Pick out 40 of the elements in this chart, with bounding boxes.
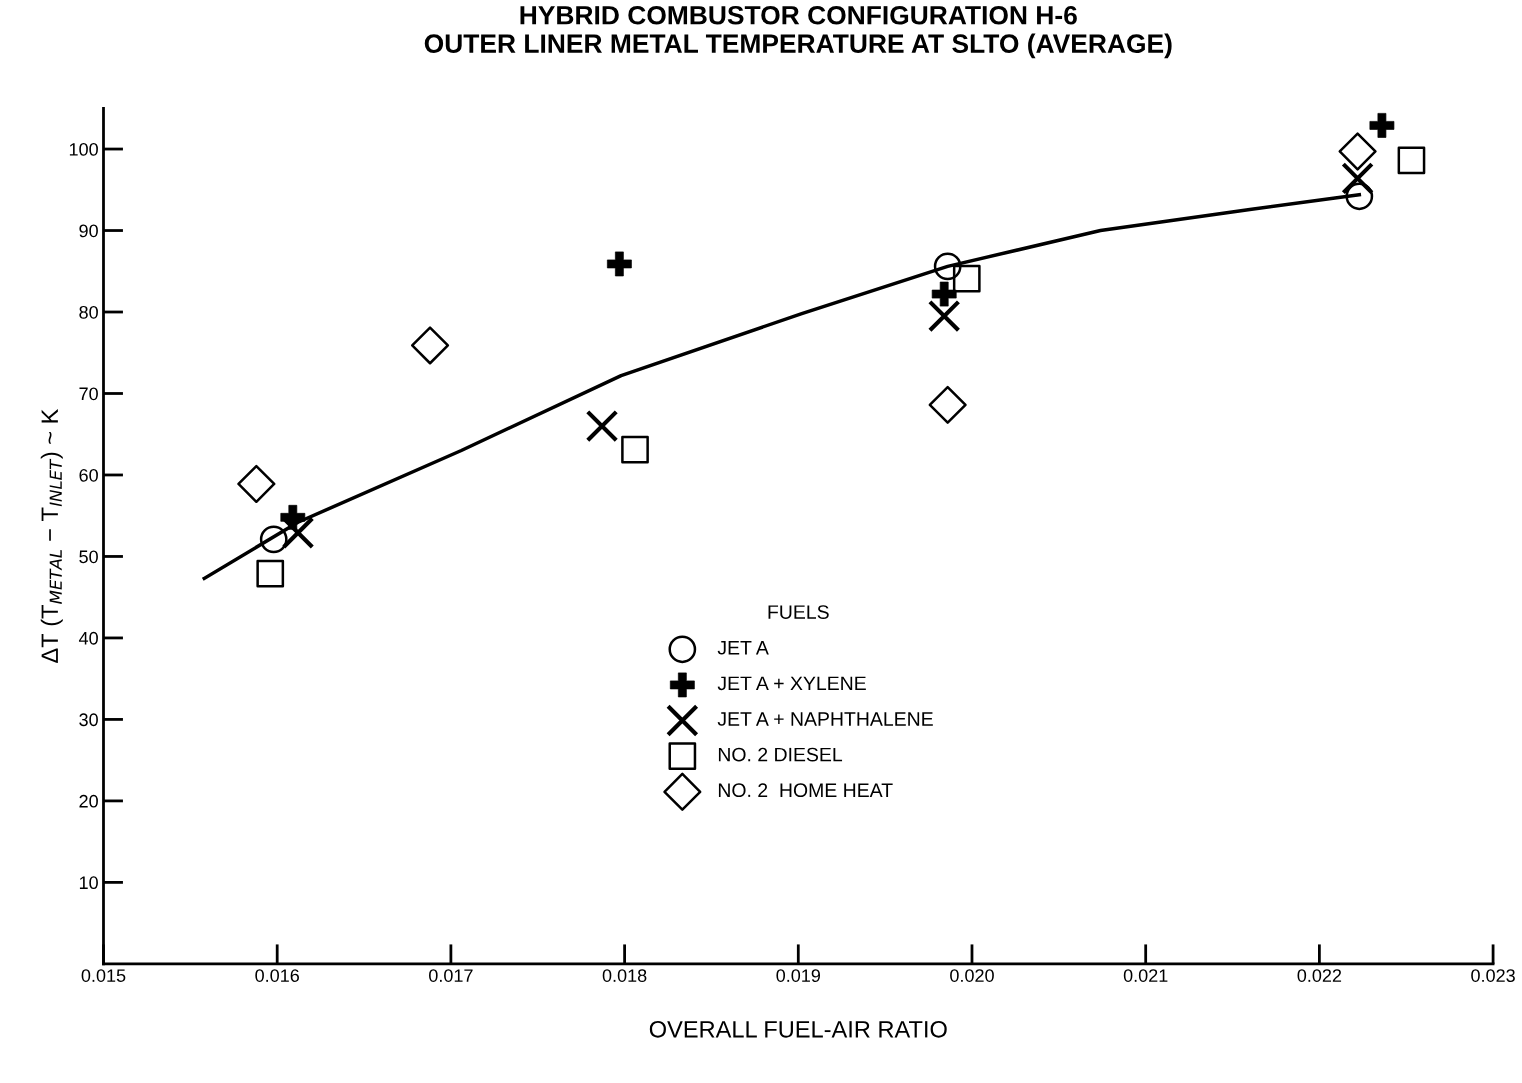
x-tick-label: 0.022 <box>1297 969 1342 982</box>
y-tick-label: 100 <box>69 142 98 156</box>
point <box>410 326 450 365</box>
y-tick-label: 20 <box>79 794 98 808</box>
x-tick-label: 0.021 <box>1123 969 1168 982</box>
chart-title: HYBRID COMBUSTOR CONFIGURATION H-6 OUTER LINER METAL TEMPERATURE AT SLTO (AVERAGE) <box>424 5 1172 59</box>
x-tick-label: 0.015 <box>81 969 126 982</box>
x-tick-label: 0.016 <box>255 969 299 982</box>
point <box>927 299 961 333</box>
point <box>621 435 649 464</box>
x-tick-label: 0.019 <box>776 969 821 982</box>
legend-label: JET A + XYLENE <box>717 676 866 691</box>
point <box>928 385 967 424</box>
point <box>952 264 981 293</box>
legend-label: NO. 2 DIESEL <box>718 747 843 762</box>
legend-label: JET A + NAPHTHALENE <box>717 712 933 726</box>
y-tick-label: 30 <box>79 713 98 727</box>
x-tick-label: 0.020 <box>950 969 994 982</box>
y-tick-label: 90 <box>79 224 98 238</box>
y-tick-label: 50 <box>79 550 98 564</box>
y-tick-label: 10 <box>79 876 98 890</box>
point <box>281 516 315 550</box>
legend-label: JET A <box>717 641 769 655</box>
y-axis-title: ΔT (T$_{METAL}$ − T$_{INLET}$) ~ K <box>40 408 63 663</box>
y-tick-label: 70 <box>79 387 98 401</box>
x-axis-title: OVERALL FUEL-AIR RATIO <box>649 1020 947 1038</box>
legend-title: FUELS <box>768 605 829 619</box>
point <box>256 559 285 588</box>
x-tick-label: 0.023 <box>1471 969 1515 982</box>
y-tick-label: 60 <box>79 468 98 482</box>
x-tick-label: 0.018 <box>602 969 647 982</box>
point <box>1341 162 1374 195</box>
y-tick-label: 80 <box>79 305 98 319</box>
point <box>1338 132 1377 171</box>
legend-label: NO. 2 HOME HEAT <box>718 783 893 798</box>
point <box>585 409 619 443</box>
x-tick-label: 0.017 <box>429 969 473 982</box>
point <box>237 464 276 504</box>
point <box>1397 146 1426 175</box>
y-tick-label: 40 <box>78 631 98 645</box>
